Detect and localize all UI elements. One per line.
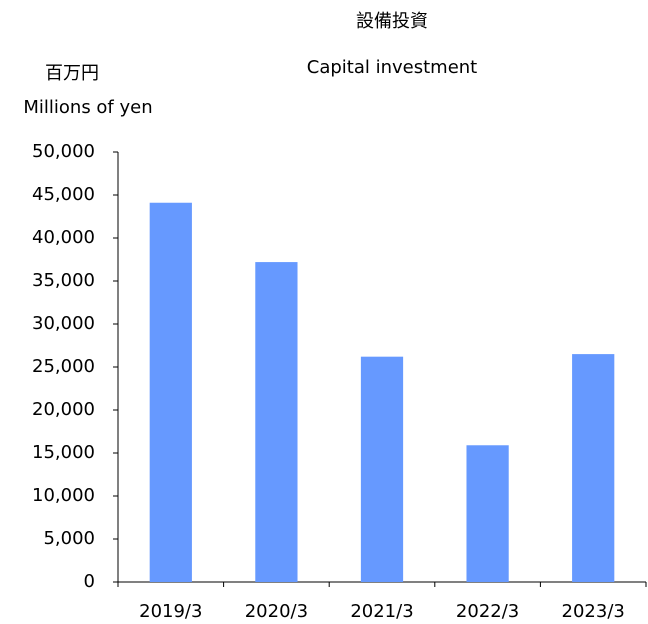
x-tick-label: 2023/3	[562, 601, 625, 622]
x-tick-label: 2022/3	[456, 601, 519, 622]
y-axis-label: Millions of yen	[23, 97, 152, 118]
y-tick-label: 10,000	[32, 485, 95, 506]
y-tick-label: 15,000	[32, 442, 95, 463]
y-tick-label: 30,000	[32, 313, 95, 334]
bar	[466, 445, 509, 582]
x-tick-label: 2021/3	[350, 601, 413, 622]
bar	[572, 354, 615, 582]
y-tick-label: 20,000	[32, 399, 95, 420]
y-tick-label: 5,000	[43, 528, 95, 549]
y-axis-label: 百万円	[45, 63, 99, 84]
x-tick-label: 2020/3	[245, 601, 308, 622]
bar	[255, 262, 298, 582]
bar	[360, 356, 404, 582]
y-tick-label: 40,000	[32, 227, 95, 248]
bar	[149, 202, 192, 583]
chart-subtitle: Capital investment	[307, 57, 477, 78]
chart-title: 設備投資	[356, 11, 428, 32]
y-tick-label: 25,000	[32, 356, 95, 377]
y-tick-label: 50,000	[32, 141, 95, 162]
y-tick-label: 45,000	[32, 184, 95, 205]
x-tick-label: 2019/3	[139, 601, 202, 622]
y-tick-label: 0	[84, 571, 95, 592]
y-tick-label: 35,000	[32, 270, 95, 291]
